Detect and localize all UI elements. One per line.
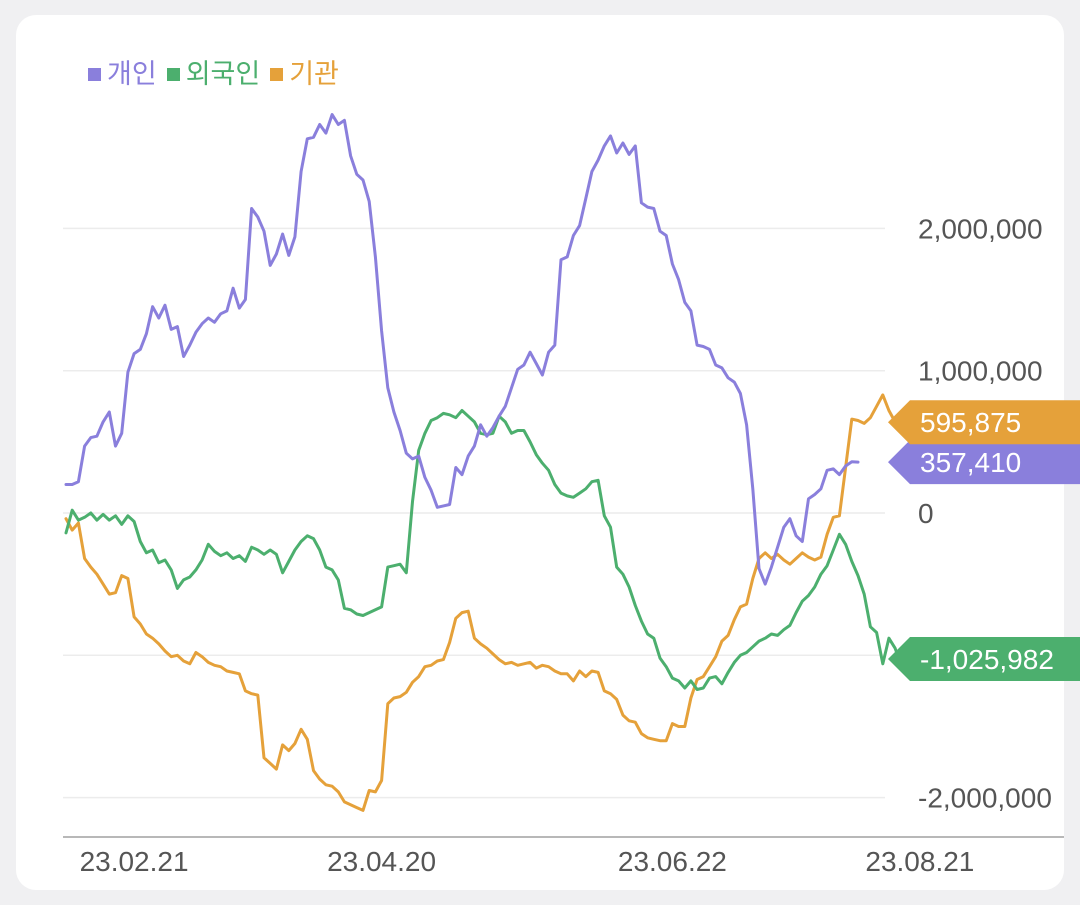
last-value-badge-institution-text: 595,875 bbox=[920, 407, 1021, 438]
last-value-badge-foreign-text: -1,025,982 bbox=[920, 644, 1054, 675]
y-tick-label-1: 1,000,000 bbox=[918, 356, 1043, 387]
last-value-badge-foreign-bg bbox=[888, 636, 1080, 681]
x-tick-label-2: 23.06.22 bbox=[618, 846, 727, 877]
legend-item-foreign[interactable]: 외국인 bbox=[166, 57, 261, 91]
last-value-badge-individual-bg bbox=[888, 440, 1080, 485]
x-tick-label-0: 23.02.21 bbox=[80, 846, 189, 877]
chart-card: 개인 외국인 기관 bbox=[16, 15, 1064, 890]
legend-label-foreign: 외국인 bbox=[185, 59, 261, 89]
legend-swatch-individual bbox=[88, 67, 101, 81]
last-value-badge-institution-bg bbox=[888, 400, 1080, 445]
y-tick-label-0: 2,000,000 bbox=[918, 213, 1043, 244]
last-value-badge-individual-text: 357,410 bbox=[920, 447, 1021, 478]
legend-label-institution: 기관 bbox=[289, 59, 339, 89]
last-value-badge-institution: 595,875 bbox=[888, 400, 1080, 445]
series-line-institution bbox=[64, 393, 928, 812]
last-value-badge-foreign: -1,025,982 bbox=[888, 636, 1080, 681]
series-line-foreign bbox=[64, 409, 928, 691]
last-value-badge-individual: 357,410 bbox=[888, 440, 1080, 485]
legend-label-individual: 개인 bbox=[107, 59, 157, 89]
legend-item-institution[interactable]: 기관 bbox=[270, 57, 339, 91]
chart-legend: 개인 외국인 기관 bbox=[88, 57, 349, 91]
series-line-individual bbox=[64, 113, 860, 586]
y-tick-label-4: -2,000,000 bbox=[918, 783, 1052, 814]
legend-item-individual[interactable]: 개인 bbox=[88, 57, 157, 91]
x-tick-label-3: 23.08.21 bbox=[865, 846, 974, 877]
legend-swatch-institution bbox=[270, 67, 284, 81]
legend-swatch-foreign bbox=[166, 67, 180, 81]
x-tick-label-1: 23.04.20 bbox=[327, 846, 436, 877]
y-tick-label-2: 0 bbox=[918, 498, 934, 529]
